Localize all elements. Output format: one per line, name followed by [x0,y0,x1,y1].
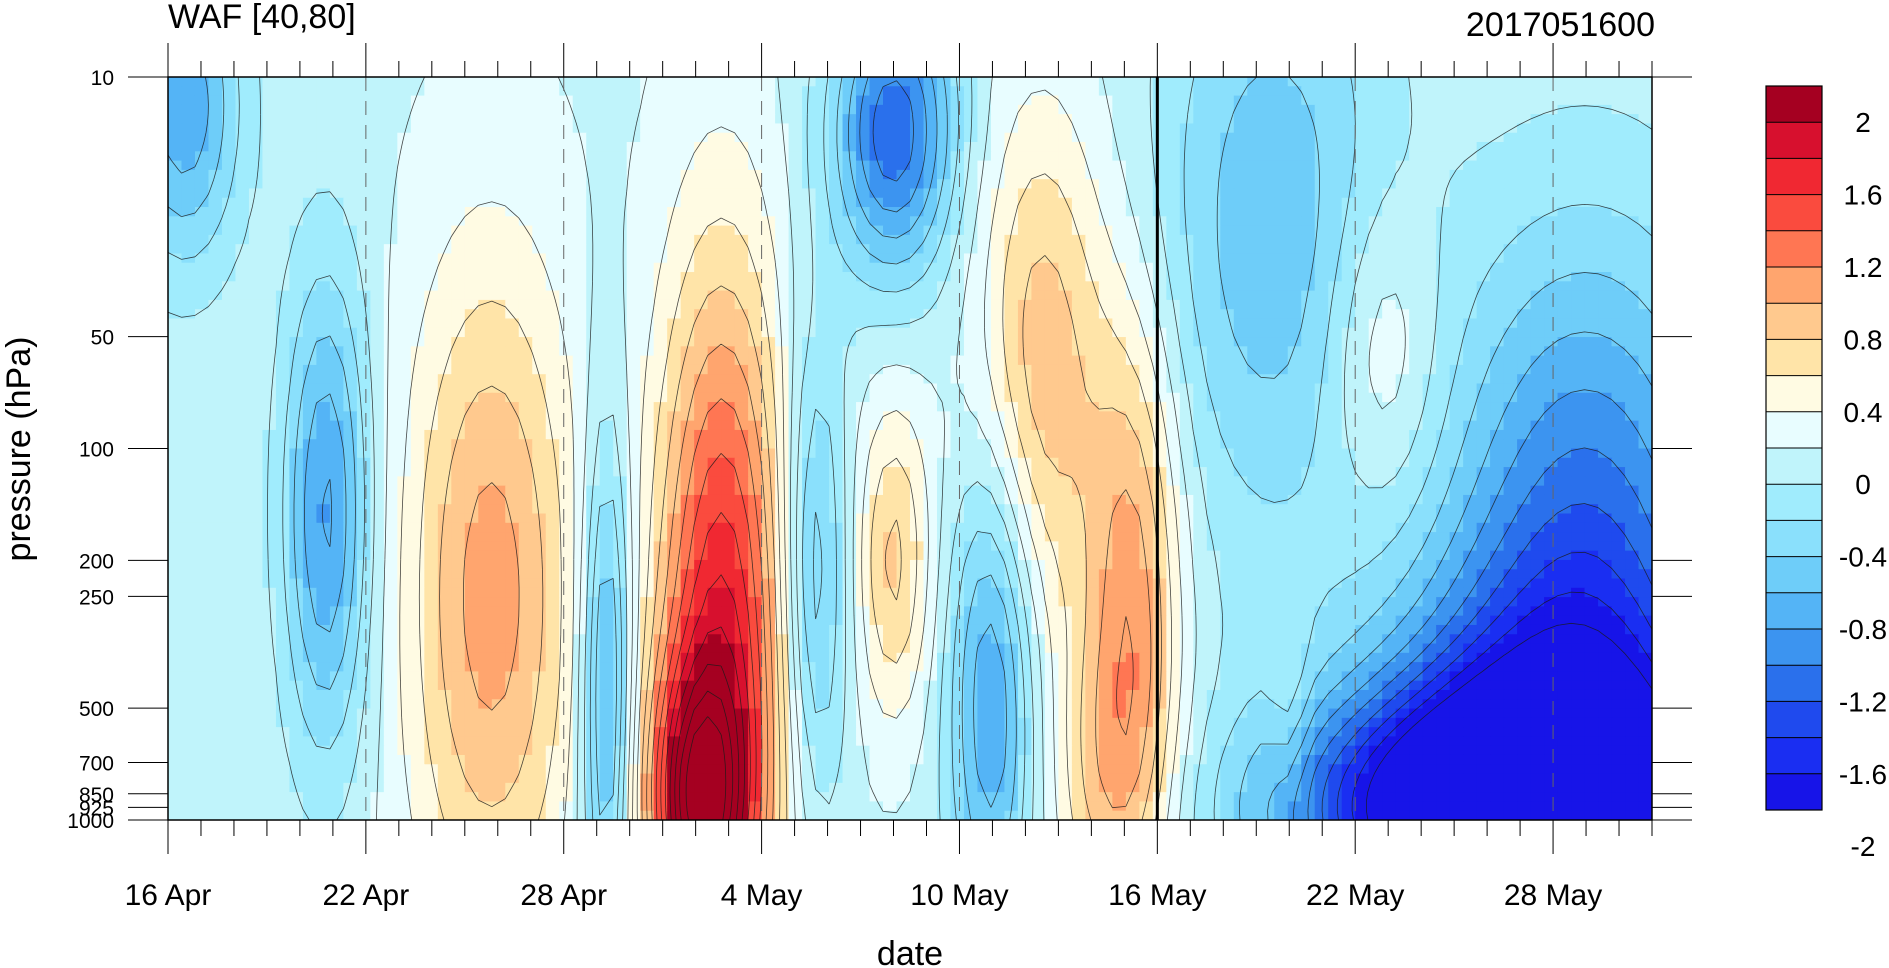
x-tick-label: 10 May [910,879,1008,912]
contour-field [168,77,1652,820]
y-axis-label: pressure (hPa) [0,337,38,562]
colorbar-label: 0 [1855,469,1871,500]
colorbar-swatch [1766,158,1822,195]
colorbar-swatch [1766,665,1822,702]
y-tick-label: 100 [79,439,114,462]
axis-ticks [128,43,1692,854]
x-axis-label: date [877,935,943,968]
colorbar: 2 1.6 1.2 0.8 0.4 0 -0.4 -0.8 -1.2 -1.6 -2 [1765,85,1887,862]
colorbar-label: 0.8 [1844,324,1883,355]
date-gridlines [365,77,1554,820]
colorbar-label: -2 [1851,831,1876,862]
colorbar-label: -1.6 [1839,759,1887,790]
colorbar-label: 0.4 [1844,397,1883,428]
colorbar-swatch [1766,122,1822,159]
y-tick-label: 925 [79,797,114,820]
colorbar-swatch [1766,411,1822,449]
y-tick-label: 500 [79,698,114,721]
colorbar-swatch [1766,230,1822,268]
x-tick-label: 22 Apr [322,879,409,912]
y-tick-label: 250 [79,586,114,609]
y-tick-label: 50 [91,327,114,350]
colorbar-label: -1.2 [1839,686,1887,717]
colorbar-swatch [1766,484,1822,521]
x-tick-label: 28 Apr [520,879,607,912]
contour-lines [168,77,1652,820]
colorbar-label: -0.4 [1839,542,1887,573]
y-tick-label: 200 [79,550,114,573]
y-tick-label: 700 [79,752,114,775]
colorbar-swatch [1766,303,1822,340]
colorbar-swatch [1766,701,1822,738]
chart-subtitle: 2017051600 [1466,6,1655,44]
colorbar-swatch [1766,737,1822,775]
colorbar-swatch [1766,592,1822,630]
colorbar-swatch [1766,267,1822,304]
x-tick-label: 28 May [1504,879,1602,912]
colorbar-swatch [1766,629,1822,666]
colorbar-label: -0.8 [1839,614,1887,645]
colorbar-swatch [1766,375,1822,413]
x-tick-label: 16 May [1108,879,1206,912]
colorbar-label: 1.2 [1844,252,1883,283]
y-tick-label: 1000 [67,810,114,833]
colorbar-frame [1765,85,1823,811]
colorbar-swatch [1766,448,1822,485]
colorbar-swatch [1766,86,1822,123]
chart-title: WAF [40,80] [168,0,356,36]
y-tick-label: 850 [79,784,114,807]
x-tick-label: 4 May [721,879,803,912]
colorbar-swatch [1766,773,1822,811]
colorbar-label: 2 [1855,107,1871,138]
x-tick-label: 16 Apr [125,879,212,912]
colorbar-swatch [1766,194,1822,232]
x-axis-tick-labels: 16 Apr 22 Apr 28 Apr 4 May 10 May 16 May 22 Ma… [125,879,1603,912]
x-tick-label: 22 May [1306,879,1404,912]
colorbar-swatch [1766,556,1822,594]
colorbar-swatch [1766,520,1822,557]
y-tick-label: 10 [91,67,114,90]
colorbar-swatch [1766,339,1822,376]
colorbar-label: 1.6 [1844,180,1883,211]
